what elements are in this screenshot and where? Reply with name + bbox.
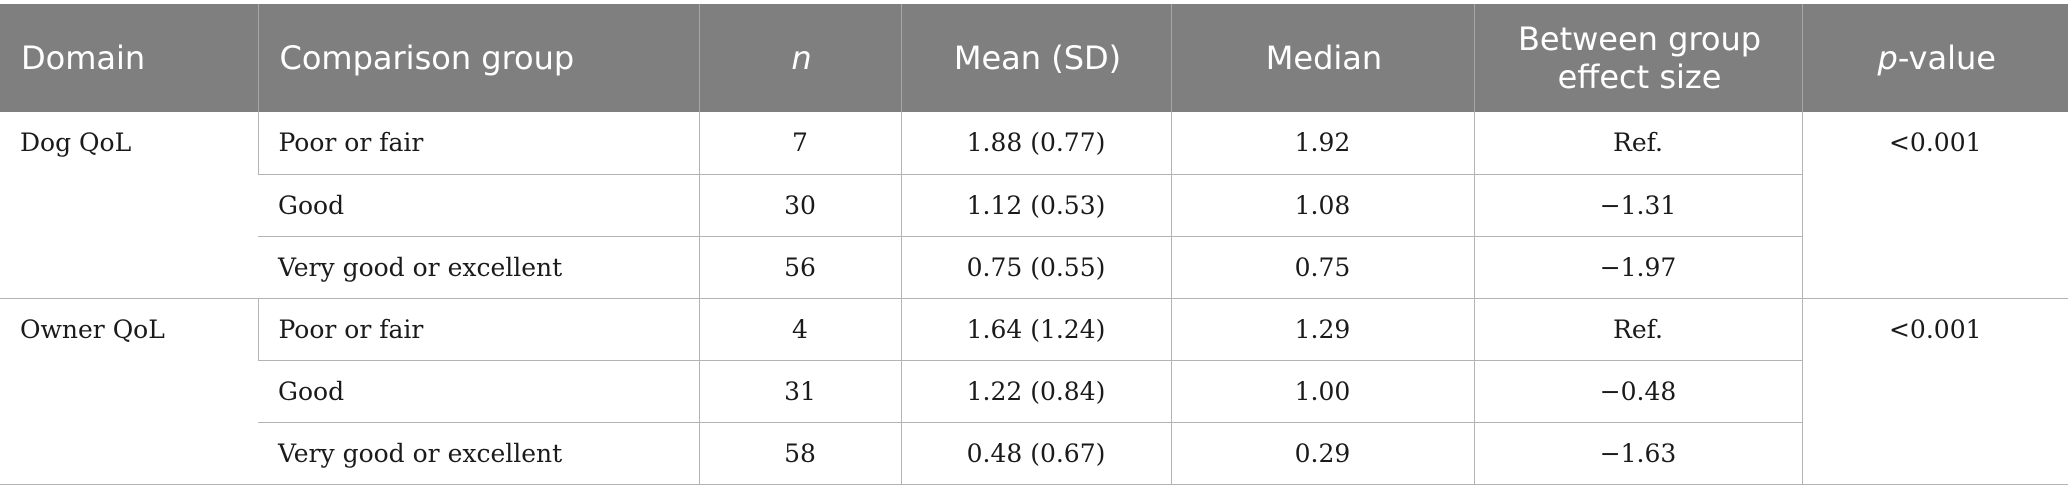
- table-row: Good 31 1.22 (0.84) 1.00 −0.48: [0, 360, 2068, 423]
- mean-sd-cell: 1.88 (0.77): [900, 112, 1171, 175]
- median-cell: 0.75: [1170, 236, 1474, 299]
- n-cell: 31: [698, 360, 901, 423]
- n-cell: 56: [698, 236, 901, 299]
- header-n-label: n: [791, 39, 812, 77]
- n-cell: 7: [698, 112, 901, 175]
- comparison-cell: Good: [258, 174, 699, 237]
- header-effect-size-line1: Between group: [1517, 20, 1762, 58]
- p-value-cell: <0.001: [1801, 298, 2068, 485]
- mean-sd-cell: 0.75 (0.55): [900, 236, 1171, 299]
- header-mean-sd: Mean (SD): [900, 4, 1171, 112]
- median-cell: 0.29: [1170, 422, 1474, 485]
- median-cell: 1.00: [1170, 360, 1474, 423]
- n-cell: 4: [698, 298, 901, 361]
- header-p-rest: -value: [1897, 39, 1996, 77]
- effect-cell: Ref.: [1473, 112, 1802, 175]
- comparison-cell: Very good or excellent: [258, 422, 699, 485]
- results-table-container: Domain Comparison group n Mean (SD) Medi…: [0, 4, 2068, 485]
- domain-cell: Dog QoL: [0, 112, 258, 299]
- effect-cell: −1.63: [1473, 422, 1802, 485]
- table-row: Dog QoL Poor or fair 7 1.88 (0.77) 1.92 …: [0, 112, 2068, 299]
- effect-cell: −1.31: [1473, 174, 1802, 237]
- n-cell: 58: [698, 422, 901, 485]
- table-body: Dog QoL Poor or fair 7 1.88 (0.77) 1.92 …: [0, 112, 2068, 485]
- effect-cell: −1.97: [1473, 236, 1802, 299]
- header-row: Domain Comparison group n Mean (SD) Medi…: [0, 4, 2068, 112]
- header-p-value: p-value: [1801, 4, 2068, 112]
- domain-cell: Owner QoL: [0, 298, 258, 485]
- median-cell: 1.29: [1170, 298, 1474, 361]
- median-cell: 1.92: [1170, 112, 1474, 175]
- table-row: Good 30 1.12 (0.53) 1.08 −1.31: [0, 174, 2068, 237]
- mean-sd-cell: 1.64 (1.24): [900, 298, 1171, 361]
- header-n: n: [698, 4, 901, 112]
- header-p-italic: p: [1877, 39, 1898, 77]
- table-row: Very good or excellent 58 0.48 (0.67) 0.…: [0, 422, 2068, 485]
- p-value-cell: <0.001: [1801, 112, 2068, 299]
- header-domain: Domain: [0, 4, 258, 112]
- median-cell: 1.08: [1170, 174, 1474, 237]
- results-table: Domain Comparison group n Mean (SD) Medi…: [0, 4, 2068, 485]
- table-header: Domain Comparison group n Mean (SD) Medi…: [0, 4, 2068, 112]
- table-row: Owner QoL Poor or fair 4 1.64 (1.24) 1.2…: [0, 298, 2068, 485]
- effect-cell: −0.48: [1473, 360, 1802, 423]
- n-cell: 30: [698, 174, 901, 237]
- header-effect-size: Between group effect size: [1473, 4, 1802, 112]
- comparison-cell: Poor or fair: [257, 112, 699, 175]
- comparison-cell: Poor or fair: [257, 298, 699, 361]
- comparison-cell: Good: [258, 360, 699, 423]
- mean-sd-cell: 0.48 (0.67): [900, 422, 1171, 485]
- table-row: Very good or excellent 56 0.75 (0.55) 0.…: [0, 236, 2068, 299]
- comparison-cell: Very good or excellent: [258, 236, 699, 299]
- header-comparison-group: Comparison group: [257, 4, 699, 112]
- header-median: Median: [1170, 4, 1474, 112]
- mean-sd-cell: 1.12 (0.53): [900, 174, 1171, 237]
- mean-sd-cell: 1.22 (0.84): [900, 360, 1171, 423]
- effect-cell: Ref.: [1473, 298, 1802, 361]
- header-effect-size-line2: effect size: [1557, 58, 1722, 96]
